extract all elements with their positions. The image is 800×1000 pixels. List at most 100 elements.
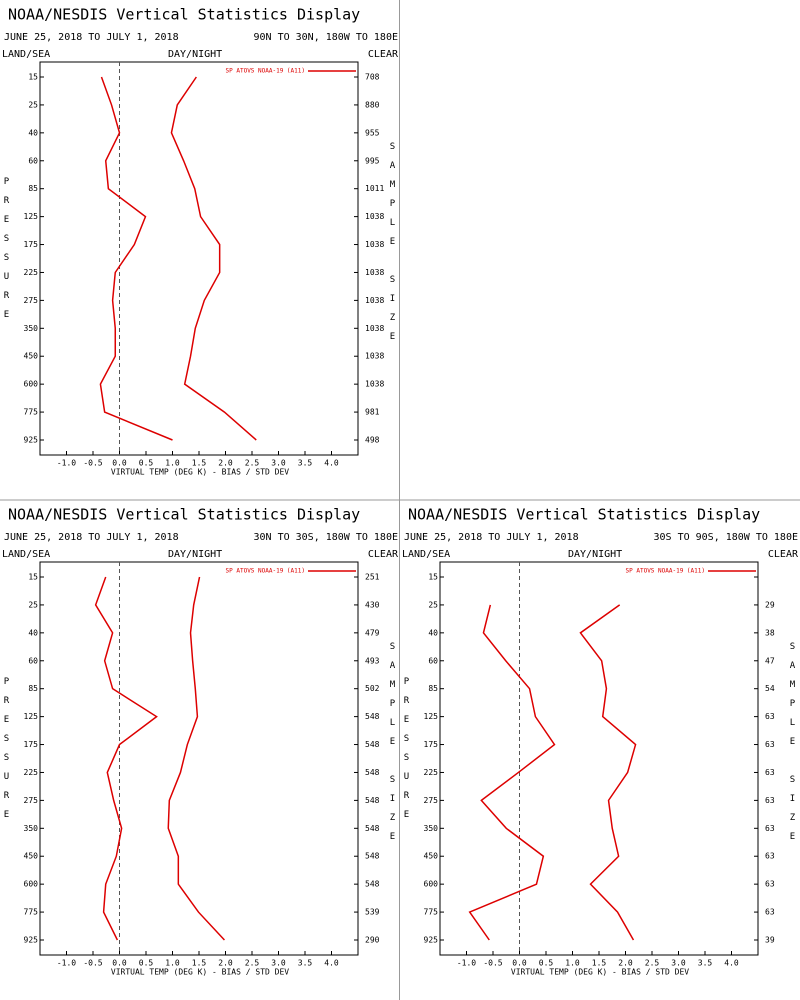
y-tick-label: 25	[28, 100, 38, 109]
y-tick-label: 125	[424, 712, 439, 721]
x-tick-label: 4.0	[324, 959, 339, 968]
series-line	[170, 76, 257, 441]
sample-size: 63	[765, 712, 775, 721]
x-tick-label: -0.5	[483, 959, 502, 968]
y-tick-label: 350	[24, 324, 39, 333]
sample-size: 502	[365, 684, 380, 693]
series-line	[468, 604, 556, 941]
day-night: DAY/NIGHT	[168, 49, 222, 60]
sample-size: 1038	[365, 352, 384, 361]
y-tick-label: 225	[24, 768, 39, 777]
x-tick-label: -1.0	[457, 959, 476, 968]
sample-size: 430	[365, 600, 380, 609]
x-tick-label: 2.0	[618, 959, 633, 968]
title: NOAA/NESDIS Vertical Statistics Display	[8, 6, 360, 24]
land-sea: LAND/SEA	[2, 549, 50, 560]
y-tick-label: 60	[28, 156, 38, 165]
x-axis-title: VIRTUAL TEMP (DEG K) - BIAS / STD DEV	[511, 968, 689, 977]
y-tick-label: 275	[24, 296, 39, 305]
y-tick-label: 600	[24, 880, 39, 889]
sample-size: 63	[765, 824, 775, 833]
y2-axis-title: SAMPLE SIZE	[388, 642, 398, 851]
x-tick-label: 0.0	[112, 459, 127, 468]
y-tick-label: 25	[28, 600, 38, 609]
sample-size: 29	[765, 600, 775, 609]
sample-size: 708	[365, 73, 380, 82]
x-tick-label: 4.0	[724, 959, 739, 968]
y-tick-label: 125	[24, 712, 39, 721]
sample-size: 548	[365, 852, 380, 861]
clear: CLEAR	[368, 49, 399, 60]
sample-size: 39	[765, 936, 775, 945]
sample-size: 1038	[365, 324, 384, 333]
sample-size: 1038	[365, 268, 384, 277]
sample-size: 981	[365, 408, 380, 417]
subtitle: JUNE 25, 2018 TO JULY 1, 2018	[4, 32, 179, 43]
sample-size: 63	[765, 908, 775, 917]
subtitle: JUNE 25, 2018 TO JULY 1, 2018	[404, 532, 579, 543]
y-tick-label: 225	[424, 768, 439, 777]
x-tick-label: -1.0	[57, 959, 76, 968]
land-sea: LAND/SEA	[2, 49, 50, 60]
region: 90N TO 30N, 180W TO 180E	[254, 32, 399, 43]
y-tick-label: 925	[24, 936, 39, 945]
y-tick-label: 275	[24, 796, 39, 805]
sample-size: 54	[765, 684, 775, 693]
y-tick-label: 85	[28, 684, 38, 693]
x-tick-label: 0.5	[539, 959, 554, 968]
x-axis-title: VIRTUAL TEMP (DEG K) - BIAS / STD DEV	[111, 468, 289, 477]
sample-size: 290	[365, 936, 380, 945]
y-tick-label: 175	[24, 240, 39, 249]
y-tick-label: 15	[28, 573, 38, 582]
y-tick-label: 450	[24, 352, 39, 361]
y-tick-label: 350	[24, 824, 39, 833]
y-tick-label: 775	[424, 908, 439, 917]
y-tick-label: 125	[24, 212, 39, 221]
sample-size: 479	[365, 628, 380, 637]
x-tick-label: 1.0	[565, 959, 580, 968]
y-tick-label: 925	[424, 936, 439, 945]
legend-label: SP ATOVS NOAA-19 (A11)	[626, 568, 705, 575]
x-tick-label: 1.0	[165, 459, 180, 468]
y-tick-label: 15	[428, 573, 438, 582]
day-night: DAY/NIGHT	[168, 549, 222, 560]
y-tick-label: 275	[424, 796, 439, 805]
x-tick-label: 3.5	[698, 959, 713, 968]
x-axis-title: VIRTUAL TEMP (DEG K) - BIAS / STD DEV	[111, 968, 289, 977]
sample-size: 63	[765, 740, 775, 749]
sample-size: 1038	[365, 380, 384, 389]
x-tick-label: -0.5	[83, 459, 102, 468]
sample-size: 955	[365, 128, 380, 137]
x-tick-label: 2.5	[245, 459, 260, 468]
x-tick-label: 3.5	[298, 959, 313, 968]
sample-size: 995	[365, 156, 380, 165]
sample-size: 548	[365, 796, 380, 805]
legend-label: SP ATOVS NOAA-19 (A11)	[226, 68, 305, 75]
y-tick-label: 40	[28, 128, 38, 137]
sample-size: 548	[365, 824, 380, 833]
sample-size: 548	[365, 880, 380, 889]
series-line	[579, 604, 637, 941]
x-tick-label: 3.0	[671, 959, 686, 968]
x-tick-label: 1.5	[192, 959, 207, 968]
y-tick-label: 175	[24, 740, 39, 749]
y-tick-label: 60	[428, 656, 438, 665]
sample-size: 548	[365, 712, 380, 721]
subtitle: JUNE 25, 2018 TO JULY 1, 2018	[4, 532, 179, 543]
sample-size: 498	[365, 436, 380, 445]
y-tick-label: 600	[24, 380, 39, 389]
y-tick-label: 775	[24, 908, 39, 917]
sample-size: 47	[765, 656, 775, 665]
clear: CLEAR	[768, 549, 799, 560]
y-tick-label: 15	[28, 73, 38, 82]
y-tick-label: 40	[428, 628, 438, 637]
y-tick-label: 85	[428, 684, 438, 693]
sample-size: 63	[765, 768, 775, 777]
y-tick-label: 85	[28, 184, 38, 193]
region: 30S TO 90S, 180W TO 180E	[654, 532, 799, 543]
y-axis-title: PRESSURE	[2, 677, 12, 829]
sample-size: 548	[365, 768, 380, 777]
y-tick-label: 450	[424, 852, 439, 861]
title: NOAA/NESDIS Vertical Statistics Display	[408, 506, 760, 524]
clear: CLEAR	[368, 549, 399, 560]
